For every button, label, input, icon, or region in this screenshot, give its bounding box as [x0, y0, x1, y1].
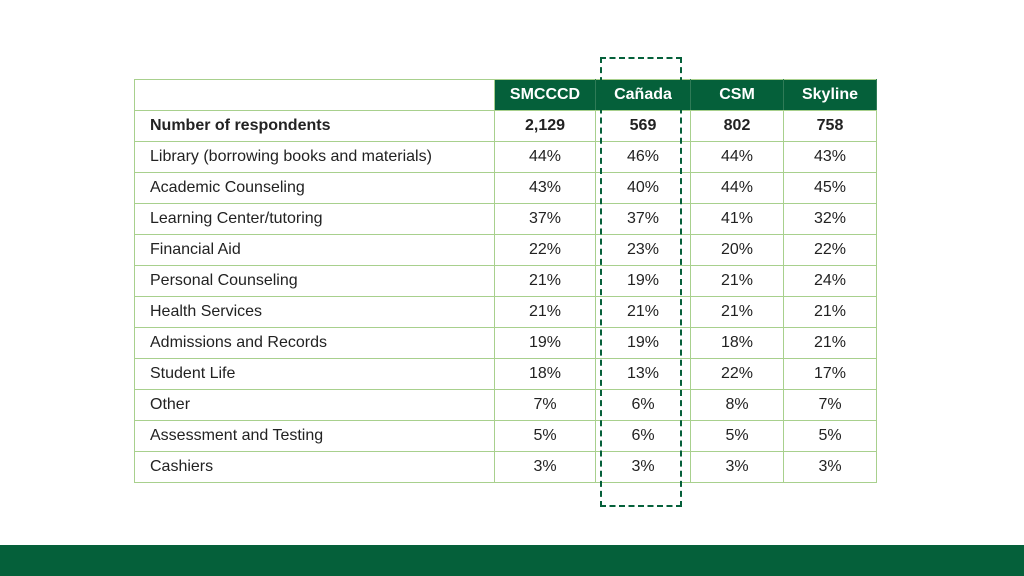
cell-csm: 44% — [690, 172, 784, 204]
cell-canada: 569 — [595, 110, 691, 142]
cell-smcccd: 18% — [494, 358, 596, 390]
cell-smcccd: 22% — [494, 234, 596, 266]
cell-smcccd: 5% — [494, 420, 596, 452]
cell-smcccd: 21% — [494, 265, 596, 297]
cell-skyline: 7% — [783, 389, 877, 421]
cell-csm: 5% — [690, 420, 784, 452]
row-label: Financial Aid — [134, 234, 495, 266]
table-row: Library (borrowing books and materials) 4… — [134, 141, 877, 173]
cell-csm: 22% — [690, 358, 784, 390]
table-row: Learning Center/tutoring 37% 37% 41% 32% — [134, 203, 877, 235]
table-row: Other 7% 6% 8% 7% — [134, 389, 877, 421]
cell-canada: 37% — [595, 203, 691, 235]
header-skyline: Skyline — [783, 79, 877, 111]
cell-smcccd: 2,129 — [494, 110, 596, 142]
row-label: Student Life — [134, 358, 495, 390]
cell-canada: 21% — [595, 296, 691, 328]
cell-canada: 46% — [595, 141, 691, 173]
header-empty-cell — [134, 79, 495, 111]
cell-canada: 13% — [595, 358, 691, 390]
table-row: Number of respondents 2,129 569 802 758 — [134, 110, 877, 142]
cell-skyline: 22% — [783, 234, 877, 266]
row-label: Cashiers — [134, 451, 495, 483]
cell-smcccd: 7% — [494, 389, 596, 421]
cell-skyline: 43% — [783, 141, 877, 173]
cell-csm: 3% — [690, 451, 784, 483]
cell-canada: 19% — [595, 265, 691, 297]
cell-canada: 6% — [595, 420, 691, 452]
header-row: SMCCCD Cañada CSM Skyline — [134, 79, 877, 111]
cell-smcccd: 43% — [494, 172, 596, 204]
cell-skyline: 32% — [783, 203, 877, 235]
cell-skyline: 24% — [783, 265, 877, 297]
cell-skyline: 758 — [783, 110, 877, 142]
cell-canada: 19% — [595, 327, 691, 359]
cell-canada: 3% — [595, 451, 691, 483]
table-row: Student Life 18% 13% 22% 17% — [134, 358, 877, 390]
cell-skyline: 3% — [783, 451, 877, 483]
cell-smcccd: 37% — [494, 203, 596, 235]
cell-smcccd: 44% — [494, 141, 596, 173]
cell-canada: 40% — [595, 172, 691, 204]
header-csm: CSM — [690, 79, 784, 111]
cell-csm: 802 — [690, 110, 784, 142]
row-label: Personal Counseling — [134, 265, 495, 297]
row-label: Number of respondents — [134, 110, 495, 142]
cell-smcccd: 19% — [494, 327, 596, 359]
services-usage-table: SMCCCD Cañada CSM Skyline Number of resp… — [134, 79, 877, 483]
cell-csm: 20% — [690, 234, 784, 266]
table-body: Number of respondents 2,129 569 802 758 Libra… — [134, 110, 877, 483]
row-label: Other — [134, 389, 495, 421]
footer-bar — [0, 545, 1024, 576]
table-row: Personal Counseling 21% 19% 21% 24% — [134, 265, 877, 297]
cell-smcccd: 3% — [494, 451, 596, 483]
cell-smcccd: 21% — [494, 296, 596, 328]
cell-skyline: 21% — [783, 296, 877, 328]
table-row: Academic Counseling 43% 40% 44% 45% — [134, 172, 877, 204]
cell-csm: 8% — [690, 389, 784, 421]
table-row: Health Services 21% 21% 21% 21% — [134, 296, 877, 328]
cell-skyline: 45% — [783, 172, 877, 204]
table-row: Cashiers 3% 3% 3% 3% — [134, 451, 877, 483]
cell-csm: 18% — [690, 327, 784, 359]
row-label: Health Services — [134, 296, 495, 328]
table-row: Financial Aid 22% 23% 20% 22% — [134, 234, 877, 266]
cell-skyline: 21% — [783, 327, 877, 359]
row-label: Assessment and Testing — [134, 420, 495, 452]
header-smcccd: SMCCCD — [494, 79, 596, 111]
table-row: Admissions and Records 19% 19% 18% 21% — [134, 327, 877, 359]
table-row: Assessment and Testing 5% 6% 5% 5% — [134, 420, 877, 452]
row-label: Admissions and Records — [134, 327, 495, 359]
cell-skyline: 5% — [783, 420, 877, 452]
cell-canada: 6% — [595, 389, 691, 421]
cell-csm: 21% — [690, 265, 784, 297]
cell-canada: 23% — [595, 234, 691, 266]
cell-csm: 21% — [690, 296, 784, 328]
cell-skyline: 17% — [783, 358, 877, 390]
header-canada: Cañada — [595, 79, 691, 111]
row-label: Learning Center/tutoring — [134, 203, 495, 235]
cell-csm: 41% — [690, 203, 784, 235]
row-label: Academic Counseling — [134, 172, 495, 204]
cell-csm: 44% — [690, 141, 784, 173]
row-label: Library (borrowing books and materials) — [134, 141, 495, 173]
